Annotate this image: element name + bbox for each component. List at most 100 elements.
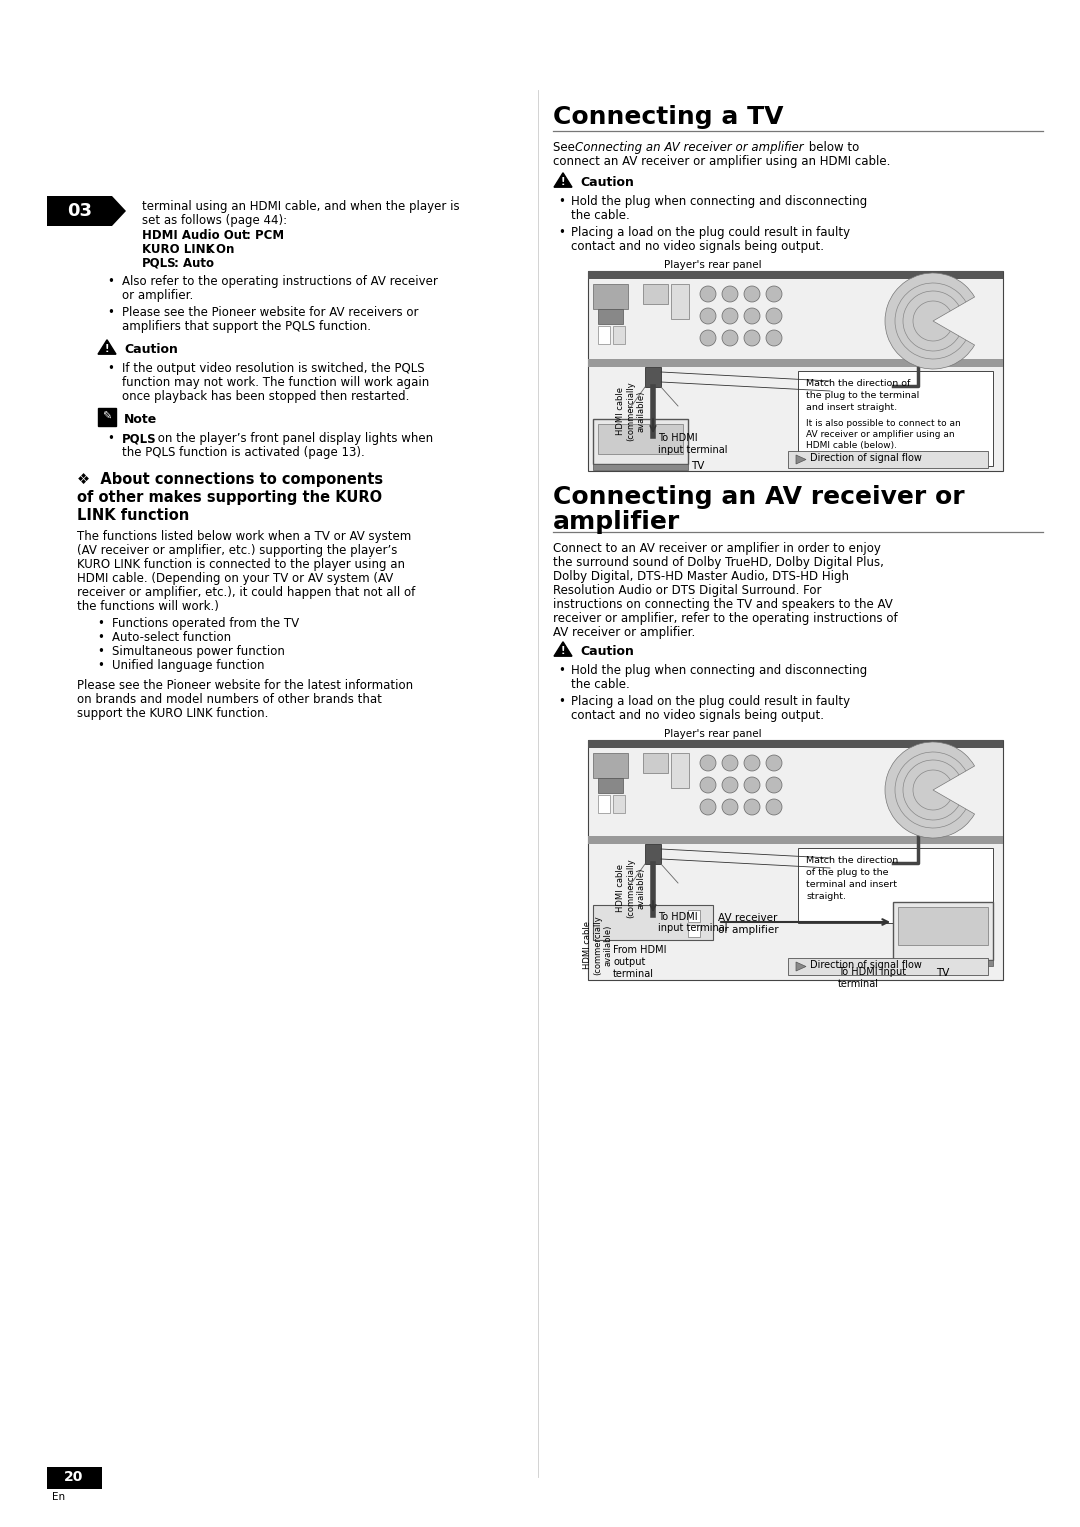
Text: output: output bbox=[613, 957, 646, 967]
Circle shape bbox=[723, 777, 738, 793]
Text: •: • bbox=[558, 695, 565, 709]
Text: ✎: ✎ bbox=[103, 412, 111, 421]
Circle shape bbox=[766, 308, 782, 324]
Text: below to: below to bbox=[805, 140, 860, 154]
Text: Please see the Pioneer website for the latest information: Please see the Pioneer website for the l… bbox=[77, 680, 414, 692]
Bar bbox=[688, 910, 700, 922]
Text: amplifier: amplifier bbox=[553, 510, 680, 534]
Circle shape bbox=[723, 754, 738, 771]
Bar bbox=[897, 907, 988, 945]
Text: Connect to an AV receiver or amplifier in order to enjoy: Connect to an AV receiver or amplifier i… bbox=[553, 542, 881, 554]
Text: !: ! bbox=[105, 344, 109, 354]
Text: Note: Note bbox=[124, 412, 158, 426]
Text: PQLS: PQLS bbox=[141, 257, 177, 270]
Text: and insert straight.: and insert straight. bbox=[806, 403, 897, 412]
Text: To HDMI: To HDMI bbox=[658, 912, 698, 922]
Text: Please see the Pioneer website for AV receivers or: Please see the Pioneer website for AV re… bbox=[122, 305, 419, 319]
Wedge shape bbox=[885, 273, 974, 370]
Text: •: • bbox=[107, 305, 113, 319]
Text: AV receiver: AV receiver bbox=[718, 913, 778, 922]
Text: HDMI cable
(commercially
available): HDMI cable (commercially available) bbox=[583, 915, 613, 974]
Text: •: • bbox=[558, 195, 565, 208]
Bar bbox=[893, 902, 993, 960]
Text: •: • bbox=[558, 664, 565, 676]
Circle shape bbox=[723, 330, 738, 347]
Text: PQLS: PQLS bbox=[122, 432, 157, 444]
Text: To HDMI: To HDMI bbox=[658, 434, 698, 443]
Text: function may not work. The function will work again: function may not work. The function will… bbox=[122, 376, 429, 389]
Text: HDMI cable. (Depending on your TV or AV system (AV: HDMI cable. (Depending on your TV or AV … bbox=[77, 573, 393, 585]
Text: on the player’s front panel display lights when: on the player’s front panel display ligh… bbox=[154, 432, 433, 444]
Text: the cable.: the cable. bbox=[571, 678, 630, 692]
Text: support the KURO LINK function.: support the KURO LINK function. bbox=[77, 707, 268, 721]
Polygon shape bbox=[796, 962, 806, 971]
Text: : Auto: : Auto bbox=[174, 257, 214, 270]
Text: instructions on connecting the TV and speakers to the AV: instructions on connecting the TV and sp… bbox=[553, 599, 893, 611]
Text: 20: 20 bbox=[65, 1471, 83, 1484]
Circle shape bbox=[700, 754, 716, 771]
Text: To HDMI input: To HDMI input bbox=[838, 967, 906, 977]
Circle shape bbox=[744, 286, 760, 302]
Circle shape bbox=[700, 308, 716, 324]
Circle shape bbox=[744, 308, 760, 324]
Text: !: ! bbox=[561, 646, 565, 655]
Text: See: See bbox=[553, 140, 579, 154]
Text: the cable.: the cable. bbox=[571, 209, 630, 221]
Text: of the plug to the: of the plug to the bbox=[806, 867, 889, 876]
Text: Direction of signal flow: Direction of signal flow bbox=[810, 960, 922, 970]
Text: amplifiers that support the PQLS function.: amplifiers that support the PQLS functio… bbox=[122, 321, 372, 333]
Bar bbox=[688, 925, 700, 938]
Text: receiver or amplifier, etc.), it could happen that not all of: receiver or amplifier, etc.), it could h… bbox=[77, 586, 415, 599]
Text: KURO LINK function is connected to the player using an: KURO LINK function is connected to the p… bbox=[77, 557, 405, 571]
Circle shape bbox=[744, 330, 760, 347]
Text: KURO LINK: KURO LINK bbox=[141, 243, 215, 257]
Text: 03: 03 bbox=[67, 202, 92, 220]
Text: Hold the plug when connecting and disconnecting: Hold the plug when connecting and discon… bbox=[571, 195, 867, 208]
Bar bbox=[613, 325, 625, 344]
Text: •: • bbox=[97, 631, 104, 644]
Text: •: • bbox=[107, 275, 113, 289]
Text: Placing a load on the plug could result in faulty: Placing a load on the plug could result … bbox=[571, 695, 850, 709]
Bar bbox=[645, 366, 661, 386]
Bar bbox=[593, 284, 627, 308]
Text: the surround sound of Dolby TrueHD, Dolby Digital Plus,: the surround sound of Dolby TrueHD, Dolb… bbox=[553, 556, 883, 570]
Text: contact and no video signals being output.: contact and no video signals being outpu… bbox=[571, 709, 824, 722]
Circle shape bbox=[723, 308, 738, 324]
Text: of other makes supporting the KURO: of other makes supporting the KURO bbox=[77, 490, 382, 505]
Bar bbox=[788, 957, 988, 976]
Text: terminal: terminal bbox=[613, 970, 654, 979]
Polygon shape bbox=[796, 455, 806, 464]
Text: once playback has been stopped then restarted.: once playback has been stopped then rest… bbox=[122, 389, 409, 403]
Circle shape bbox=[723, 799, 738, 815]
Text: (AV receiver or amplifier, etc.) supporting the player’s: (AV receiver or amplifier, etc.) support… bbox=[77, 544, 397, 557]
Bar bbox=[593, 753, 627, 777]
Bar bbox=[671, 284, 689, 319]
Text: Connecting a TV: Connecting a TV bbox=[553, 105, 783, 128]
Bar bbox=[598, 308, 623, 324]
Circle shape bbox=[744, 799, 760, 815]
Text: terminal: terminal bbox=[838, 979, 879, 989]
Text: or amplifier.: or amplifier. bbox=[122, 289, 193, 302]
Bar bbox=[598, 425, 683, 454]
Circle shape bbox=[700, 330, 716, 347]
Bar bbox=[588, 741, 1003, 748]
Bar bbox=[598, 325, 610, 344]
Text: straight.: straight. bbox=[806, 892, 846, 901]
Text: : PCM: : PCM bbox=[246, 229, 284, 241]
Circle shape bbox=[723, 286, 738, 302]
Bar bbox=[588, 741, 1003, 980]
Text: Simultaneous power function: Simultaneous power function bbox=[112, 644, 285, 658]
Text: AV receiver or amplifier.: AV receiver or amplifier. bbox=[553, 626, 696, 638]
Bar bbox=[588, 359, 1003, 366]
Bar bbox=[598, 777, 623, 793]
Bar bbox=[593, 464, 688, 470]
Text: Connecting an AV receiver or: Connecting an AV receiver or bbox=[553, 486, 964, 508]
Text: Resolution Audio or DTS Digital Surround. For: Resolution Audio or DTS Digital Surround… bbox=[553, 583, 822, 597]
Text: From HDMI: From HDMI bbox=[613, 945, 666, 954]
Text: Hold the plug when connecting and disconnecting: Hold the plug when connecting and discon… bbox=[571, 664, 867, 676]
Text: It is also possible to connect to an: It is also possible to connect to an bbox=[806, 418, 961, 428]
Text: If the output video resolution is switched, the PQLS: If the output video resolution is switch… bbox=[122, 362, 424, 376]
Text: Caution: Caution bbox=[580, 176, 634, 189]
Text: HDMI cable (below).: HDMI cable (below). bbox=[806, 441, 897, 450]
Text: En: En bbox=[52, 1492, 65, 1503]
